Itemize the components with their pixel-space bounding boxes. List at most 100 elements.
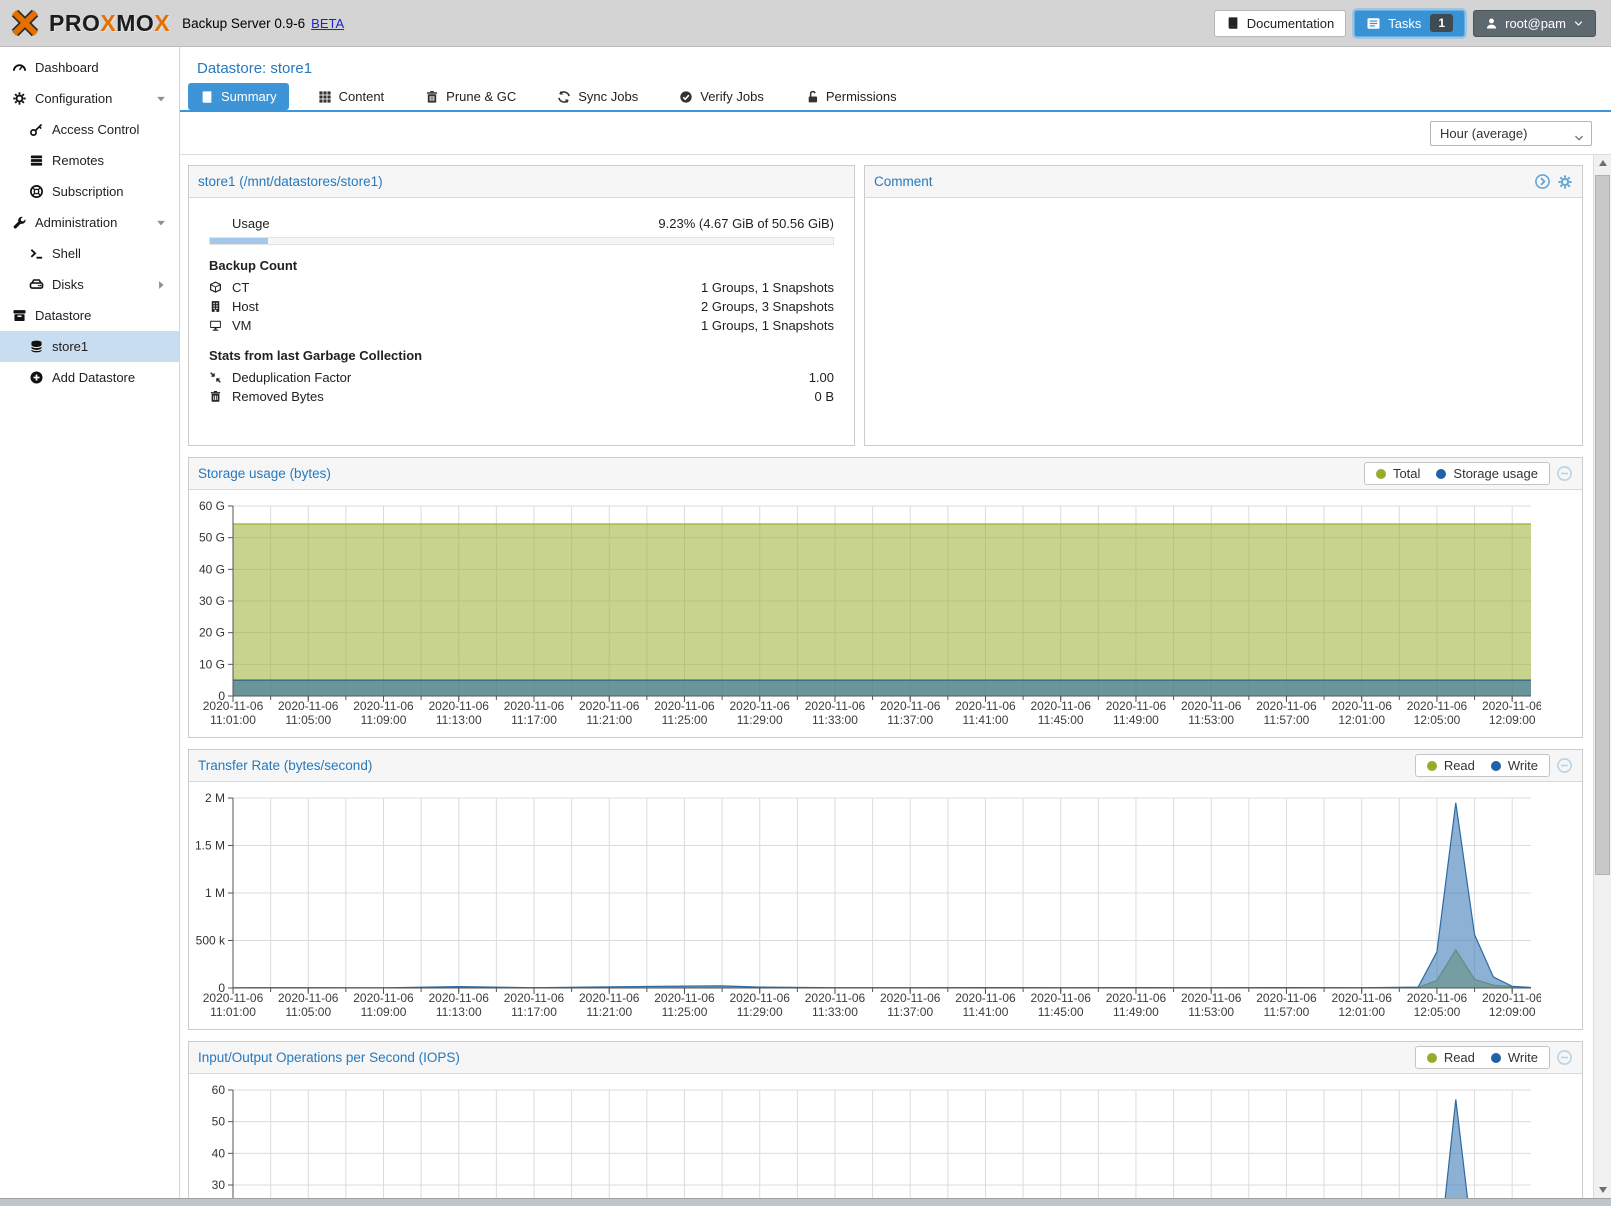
svg-text:2020-11-06: 2020-11-06	[729, 991, 790, 1005]
svg-text:2020-11-06: 2020-11-06	[1106, 991, 1167, 1005]
time-range-select[interactable]: Hour (average)	[1430, 121, 1592, 146]
tab-bar: Summary Content Prune & GC Sync Jobs Verify …	[188, 83, 1611, 110]
app-header: PROXMOX Backup Server 0.9-6 BETA Documen…	[0, 0, 1611, 47]
svg-text:11:53:00: 11:53:00	[1188, 1005, 1234, 1019]
iops-chart: 01020304050602020-11-0611:01:002020-11-0…	[212, 1083, 1531, 1206]
trash-icon	[425, 90, 439, 104]
svg-text:11:01:00: 11:01:00	[210, 1005, 256, 1019]
sidebar-item-dashboard[interactable]: Dashboard	[0, 52, 179, 83]
documentation-button[interactable]: Documentation	[1213, 9, 1347, 37]
chevron-circle-right-icon[interactable]	[1534, 173, 1551, 190]
stat-label: Host	[232, 299, 259, 314]
sidebar-item-access-control[interactable]: Access Control	[0, 114, 179, 145]
tab-permissions[interactable]: Permissions	[793, 83, 909, 110]
legend-item-write: Write	[1490, 1050, 1538, 1065]
svg-text:2020-11-06: 2020-11-06	[203, 699, 264, 713]
chevron-down-icon	[1573, 18, 1584, 29]
svg-text:12:05:00: 12:05:00	[1414, 1005, 1461, 1019]
svg-text:2020-11-06: 2020-11-06	[1030, 699, 1091, 713]
svg-text:11:29:00: 11:29:00	[737, 713, 783, 727]
brand-letter: X	[154, 9, 171, 36]
stat-value: 2 Groups, 3 Snapshots	[701, 299, 834, 314]
sidebar-item-label: Shell	[52, 246, 81, 261]
tasks-button[interactable]: Tasks 1	[1354, 9, 1466, 37]
gear-icon[interactable]	[1557, 174, 1573, 190]
sidebar-item-datastore[interactable]: Datastore	[0, 300, 179, 331]
svg-text:2020-11-06: 2020-11-06	[955, 991, 1016, 1005]
tab-content[interactable]: Content	[306, 83, 397, 110]
scroll-down-arrow-icon[interactable]	[1594, 1182, 1611, 1198]
svg-text:12:09:00: 12:09:00	[1489, 713, 1536, 727]
svg-text:0: 0	[218, 689, 225, 703]
brand-wordmark: PROXMOX	[49, 10, 170, 37]
vertical-scrollbar[interactable]	[1593, 155, 1611, 1206]
legend-item-read: Read	[1426, 758, 1475, 773]
tab-summary[interactable]: Summary	[188, 83, 289, 110]
svg-text:2020-11-06: 2020-11-06	[805, 991, 866, 1005]
svg-text:11:01:00: 11:01:00	[210, 713, 256, 727]
sidebar-item-disks[interactable]: Disks	[0, 269, 179, 300]
user-icon	[1485, 17, 1498, 30]
svg-text:11:37:00: 11:37:00	[887, 1005, 933, 1019]
collapse-chart-icon[interactable]	[1556, 1049, 1573, 1066]
caret-down-icon	[155, 217, 167, 229]
svg-text:11:17:00: 11:17:00	[511, 713, 557, 727]
wrench-icon	[11, 215, 27, 230]
svg-text:11:49:00: 11:49:00	[1113, 1005, 1159, 1019]
svg-text:2020-11-06: 2020-11-06	[353, 991, 414, 1005]
sidebar-item-store1[interactable]: store1	[0, 331, 179, 362]
svg-text:40 G: 40 G	[199, 562, 225, 576]
svg-text:11:13:00: 11:13:00	[436, 713, 482, 727]
collapse-chart-icon[interactable]	[1556, 757, 1573, 774]
key-icon	[28, 122, 44, 137]
svg-text:2020-11-06: 2020-11-06	[203, 991, 264, 1005]
brand-letter: MO	[116, 9, 155, 36]
sidebar-item-administration[interactable]: Administration	[0, 207, 179, 238]
unlock-icon	[805, 90, 819, 104]
proxmox-logo-icon	[10, 8, 40, 38]
sidebar-item-remotes[interactable]: Remotes	[0, 145, 179, 176]
user-menu-button[interactable]: root@pam	[1473, 9, 1596, 37]
svg-text:2020-11-06: 2020-11-06	[1256, 699, 1317, 713]
chevron-down-icon	[1573, 128, 1585, 151]
scroll-up-arrow-icon[interactable]	[1594, 155, 1611, 171]
svg-text:11:45:00: 11:45:00	[1038, 713, 1084, 727]
svg-text:60 G: 60 G	[199, 499, 225, 513]
legend-dot	[1490, 1052, 1501, 1063]
svg-text:12:05:00: 12:05:00	[1414, 713, 1461, 727]
legend-item-write: Write	[1490, 758, 1538, 773]
svg-text:2020-11-06: 2020-11-06	[1331, 991, 1392, 1005]
svg-text:2020-11-06: 2020-11-06	[1482, 991, 1541, 1005]
task-list-icon	[1366, 16, 1381, 31]
scrollbar-thumb[interactable]	[1595, 175, 1610, 875]
tab-prune-gc[interactable]: Prune & GC	[413, 83, 528, 110]
svg-text:2020-11-06: 2020-11-06	[1331, 699, 1392, 713]
svg-text:11:17:00: 11:17:00	[511, 1005, 557, 1019]
svg-text:2020-11-06: 2020-11-06	[428, 991, 489, 1005]
tab-sync-jobs[interactable]: Sync Jobs	[545, 83, 650, 110]
terminal-icon	[28, 246, 44, 261]
caret-down-icon	[155, 93, 167, 105]
cube-icon	[209, 281, 225, 294]
gear-icon	[11, 91, 27, 106]
compress-icon	[209, 371, 225, 384]
page-title: Datastore: store1	[197, 60, 313, 77]
storage-usage-chart: 010 G20 G30 G40 G50 G60 G2020-11-0611:01…	[199, 499, 1541, 727]
sidebar-item-subscription[interactable]: Subscription	[0, 176, 179, 207]
sidebar-item-shell[interactable]: Shell	[0, 238, 179, 269]
svg-text:12:09:00: 12:09:00	[1489, 1005, 1536, 1019]
sidebar-item-add-datastore[interactable]: Add Datastore	[0, 362, 179, 393]
tab-verify-jobs[interactable]: Verify Jobs	[667, 83, 776, 110]
svg-text:2020-11-06: 2020-11-06	[654, 991, 715, 1005]
stat-value: 0 B	[814, 389, 834, 404]
sidebar-item-configuration[interactable]: Configuration	[0, 83, 179, 114]
sync-icon	[557, 90, 571, 104]
stat-value: 1 Groups, 1 Snapshots	[701, 280, 834, 295]
beta-link[interactable]: BETA	[311, 15, 345, 31]
svg-text:40: 40	[212, 1146, 226, 1160]
usage-value: 9.23% (4.67 GiB of 50.56 GiB)	[658, 216, 834, 231]
svg-text:11:53:00: 11:53:00	[1188, 713, 1234, 727]
chart-legend: Read Write	[1414, 754, 1550, 777]
svg-text:30 G: 30 G	[199, 594, 225, 608]
collapse-chart-icon[interactable]	[1556, 465, 1573, 482]
